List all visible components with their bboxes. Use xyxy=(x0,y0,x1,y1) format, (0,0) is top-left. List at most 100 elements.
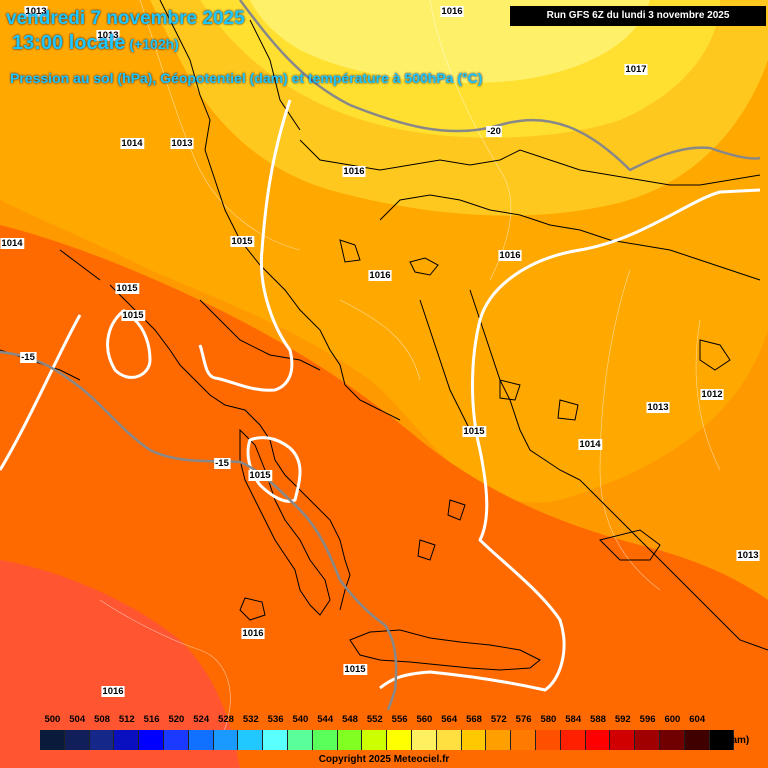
legend-tick-label: 504 xyxy=(69,714,86,725)
legend-unit: (dam) xyxy=(722,735,750,746)
isotherms xyxy=(0,0,761,711)
pressure-label: 1014 xyxy=(121,138,143,149)
label-background xyxy=(101,686,125,697)
legend-color-swatch xyxy=(411,730,437,750)
legend-tick-label: 596 xyxy=(639,714,656,725)
label-background xyxy=(498,250,522,261)
label-background xyxy=(230,236,255,247)
legend-color-bar xyxy=(40,730,735,750)
legend-color-swatch xyxy=(684,730,710,750)
isobars xyxy=(0,99,761,692)
legend-color-swatch xyxy=(163,730,189,750)
legend-tick-label: 556 xyxy=(391,714,408,725)
band-572 xyxy=(0,225,768,768)
pressure-label: 1013 xyxy=(25,6,46,17)
label-background xyxy=(646,402,670,413)
label-background xyxy=(342,166,366,177)
label-background xyxy=(214,458,231,469)
legend-color-swatch xyxy=(610,730,636,750)
legend-color-swatch xyxy=(238,730,264,750)
pressure-label: 1014 xyxy=(579,439,601,450)
pressure-label: 1016 xyxy=(499,250,520,261)
legend-tick-label: 568 xyxy=(466,714,482,725)
temperature-label: -15 xyxy=(215,458,229,469)
legend-color-swatch xyxy=(436,730,462,750)
pressure-label: 1012 xyxy=(701,389,722,400)
legend-tick-label: 604 xyxy=(689,714,706,725)
pressure-label: 1015 xyxy=(122,310,144,321)
thin-contours xyxy=(99,0,721,741)
legend-tick-label: 540 xyxy=(292,714,309,725)
legend-tick-label: 584 xyxy=(565,714,582,725)
legend-tick-label: 524 xyxy=(193,714,210,725)
pressure-labels: 1016 1013 1014 1013 1016 1017 1014 1015 … xyxy=(0,6,760,697)
temperature-label: -15 xyxy=(21,352,35,363)
label-background xyxy=(241,628,265,639)
pressure-label: 1015 xyxy=(231,236,253,247)
legend-tick-label: 532 xyxy=(242,714,259,725)
pressure-label: 1013 xyxy=(97,30,118,41)
pressure-label: 1016 xyxy=(369,270,390,281)
legend-tick-label: 576 xyxy=(515,714,532,725)
legend-tick-label: 588 xyxy=(590,714,606,725)
legend-tick-label: 512 xyxy=(118,714,135,725)
legend-color-swatch xyxy=(461,730,487,750)
label-background xyxy=(170,138,194,149)
legend-color-swatch xyxy=(387,730,412,750)
forecast-date: vendredi 7 novembre 2025 xyxy=(6,8,245,29)
copyright-text: Copyright 2025 Meteociel.fr xyxy=(318,754,450,765)
legend-color-swatch xyxy=(585,730,611,750)
pressure-label: 1016 xyxy=(242,628,263,639)
label-background xyxy=(440,6,464,17)
legend-tick-label: 528 xyxy=(218,714,234,725)
legend-tick-label: 520 xyxy=(168,714,185,725)
legend-tick-label: 536 xyxy=(267,714,284,725)
legend-color-swatch xyxy=(114,730,140,750)
legend-color-swatch xyxy=(263,730,288,750)
pressure-label: 1015 xyxy=(249,470,271,481)
pressure-label: 1015 xyxy=(116,283,138,294)
label-background xyxy=(20,352,37,363)
pressure-label: 1015 xyxy=(344,664,366,675)
pressure-label: 1016 xyxy=(102,686,123,697)
pressure-label: 1013 xyxy=(647,402,668,413)
pressure-label: 1014 xyxy=(1,238,23,249)
legend-color-swatch xyxy=(337,730,363,750)
legend-color-swatch xyxy=(89,730,115,750)
legend-tick-label: 560 xyxy=(416,714,433,725)
pressure-label: 1017 xyxy=(625,64,646,75)
legend-color-swatch xyxy=(635,730,660,750)
temperature-labels: -20 -15 -15 xyxy=(20,126,502,469)
lead-time: (+102h) xyxy=(129,36,179,52)
label-background xyxy=(0,238,25,249)
legend-tick-label: 580 xyxy=(540,714,557,725)
legend-color-swatch xyxy=(139,730,164,750)
label-background xyxy=(736,550,760,561)
forecast-time: 13:00 locale (+102h) xyxy=(12,32,179,55)
label-background xyxy=(486,126,502,137)
label-background xyxy=(115,283,140,294)
legend-color-swatch xyxy=(188,730,214,750)
legend-color-swatch xyxy=(362,730,388,750)
pressure-label: 1013 xyxy=(171,138,192,149)
legend-tick-label: 564 xyxy=(441,714,458,725)
legend-tick-label: 600 xyxy=(664,714,681,725)
legend-color-swatch xyxy=(560,730,586,750)
label-background xyxy=(24,6,48,17)
pressure-label: 1015 xyxy=(463,426,485,437)
temperature-label: -20 xyxy=(487,126,501,137)
legend-tick-label: 544 xyxy=(317,714,334,725)
label-background xyxy=(120,138,145,149)
band-576 xyxy=(0,560,240,768)
run-info-badge: Run GFS 6Z du lundi 3 novembre 2025 xyxy=(510,6,766,26)
legend-color-swatch xyxy=(486,730,512,750)
forecast-time-text: 13:00 locale xyxy=(12,32,126,54)
label-background xyxy=(368,270,392,281)
legend-tick-label: 552 xyxy=(366,714,383,725)
legend-color-swatch xyxy=(659,730,685,750)
legend-color-swatch xyxy=(312,730,338,750)
label-background xyxy=(121,310,146,321)
map-subtitle: Pression au sol (hPa), Géopotentiel (dam… xyxy=(10,70,483,86)
legend-color-swatch xyxy=(287,730,313,750)
